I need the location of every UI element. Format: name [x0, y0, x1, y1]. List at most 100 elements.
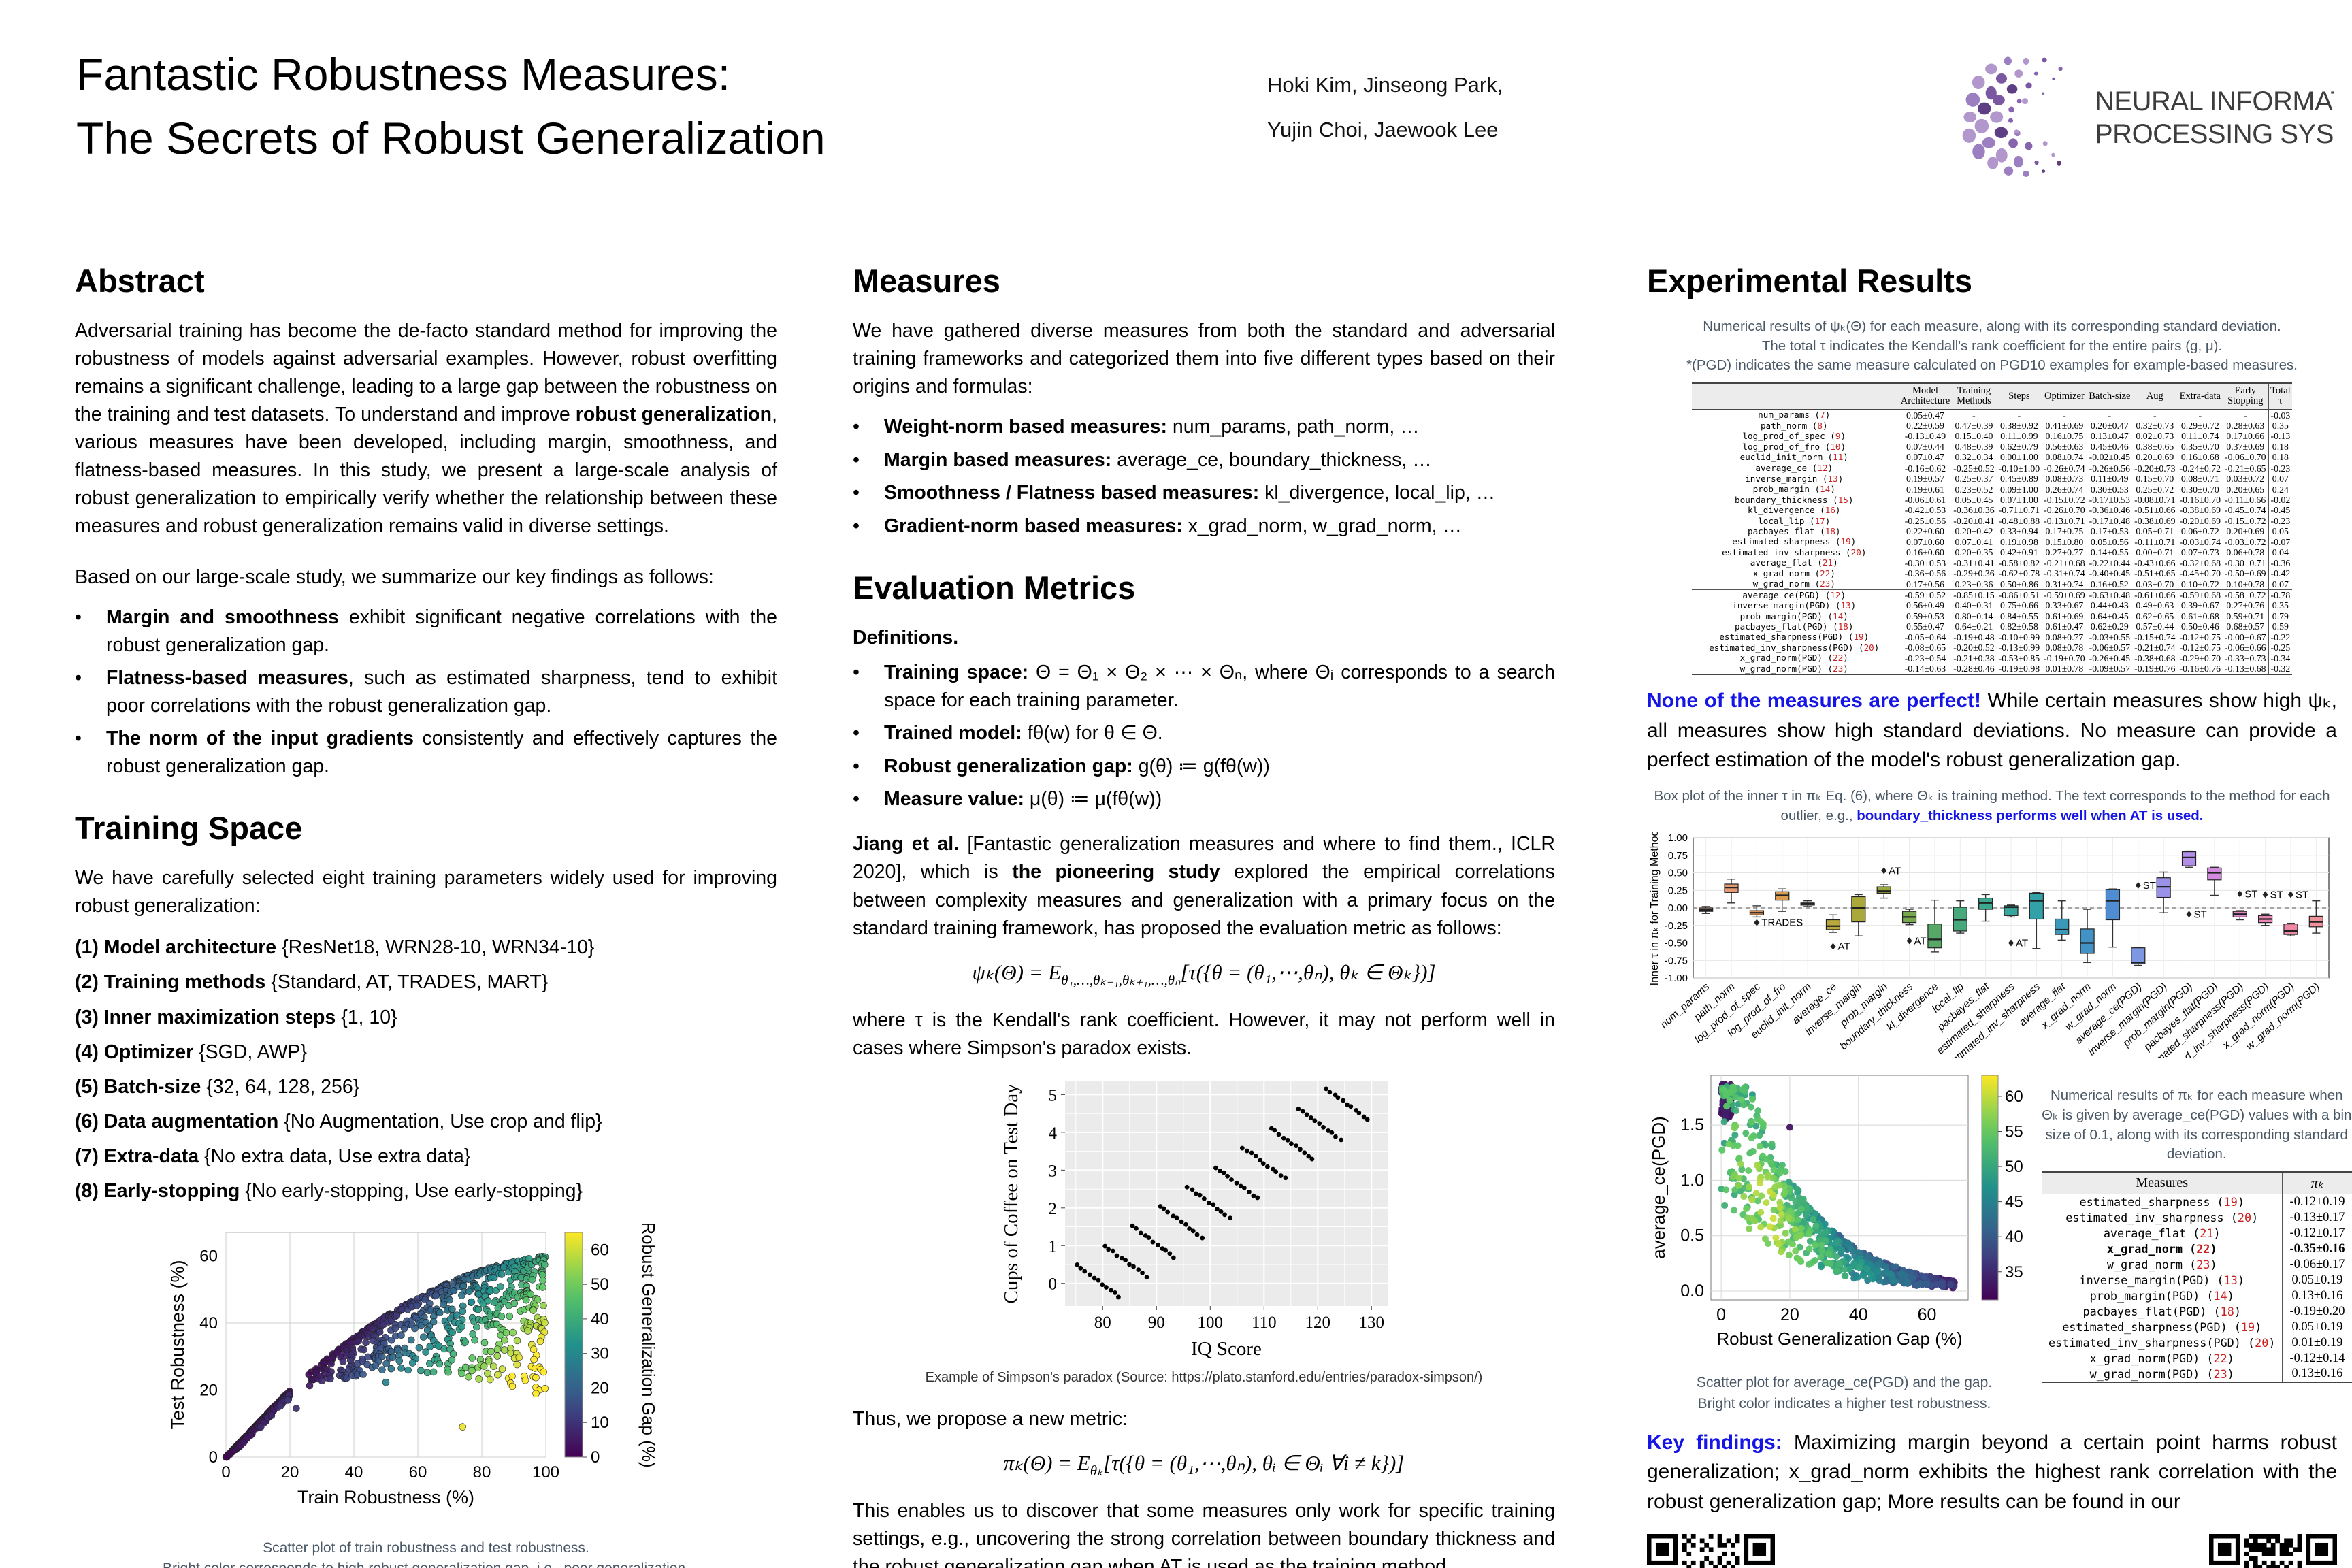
svg-text:0: 0 [221, 1463, 230, 1482]
svg-text:NEURAL INFORMATION: NEURAL INFORMATION [2095, 86, 2334, 116]
svg-text:45: 45 [2005, 1193, 2023, 1211]
svg-text:1.5: 1.5 [1680, 1116, 1704, 1135]
svg-text:130: 130 [1359, 1313, 1385, 1332]
finding-bullet: • Margin and smoothness exhibit significa… [75, 604, 777, 659]
svg-text:4: 4 [1049, 1124, 1058, 1142]
pi-table-row: inverse_margin(PGD) (13) 0.05±0.19 [2042, 1272, 2352, 1288]
svg-text:80: 80 [473, 1463, 491, 1482]
definition-bullet: • Robust generalization gap: g(θ) ≔ g(fθ(… [853, 753, 1555, 780]
bullet-icon: • [853, 722, 860, 745]
svg-text:AT: AT [1914, 936, 1927, 947]
svg-text:120: 120 [1305, 1313, 1331, 1332]
pi-table-row: estimated_sharpness (19) -0.12±0.19 [2042, 1194, 2352, 1211]
definitions-label: Definitions. [853, 627, 959, 649]
key-findings-paragraph: Key findings: Maximizing margin beyond a… [1647, 1431, 2337, 1513]
svg-text:30: 30 [591, 1344, 609, 1362]
measures-intro: We have gathered diverse measures from b… [853, 320, 1555, 398]
fig-train-test: 0 20 40 60 80 100 0 20 40 60 Train Robustness (%) T… [75, 1222, 777, 1568]
svg-text:60: 60 [199, 1247, 218, 1265]
inner-tau-boxplot: -1.00 -0.75 -0.50 -0.25 0.00 0.25 0.50 0.75 1.00… [1649, 830, 2330, 1090]
bullet-icon: • [75, 606, 82, 629]
svg-text:0.25: 0.25 [1668, 885, 1688, 897]
results-table-row: average_flat (21) -0.30±0.53 -0.31±0.41 -0.… [1692, 558, 2293, 569]
results-table-row: average_ce(PGD) (12) -0.59±0.52 -0.85±0.15… [1691, 589, 2293, 601]
svg-text:1: 1 [1049, 1237, 1058, 1256]
bullet-icon: • [853, 416, 860, 438]
svg-text:-1.00: -1.00 [1665, 973, 1688, 984]
results-table-row: prob_margin(PGD) (14) 0.59±0.53 0.80±0.14 0… [1692, 611, 2293, 622]
results-table-row: x_grad_norm(PGD) (22) -0.23±0.54 -0.21±0.3… [1692, 653, 2293, 664]
svg-text:Robust Generalization Gap (%): Robust Generalization Gap (%) [1716, 1328, 1962, 1349]
svg-text:20: 20 [1780, 1305, 1799, 1324]
fig-boxplot: -1.00 -0.75 -0.50 -0.25 0.00 0.25 0.50 0.75 1.00… [1647, 830, 2337, 1090]
svg-text:ST: ST [2143, 880, 2156, 892]
svg-text:60: 60 [409, 1463, 427, 1482]
pi-table-header: πₖ [2282, 1171, 2352, 1195]
svg-text:35: 35 [2005, 1263, 2023, 1281]
svg-text:PROCESSING SYSTEMS: PROCESSING SYSTEMS [2095, 119, 2334, 149]
fig-simpson: 80 90 100 110 120 130 0 1 2 3 4 5 IQ Score Cups of Co… [853, 1075, 1555, 1388]
training-parameter-item: (3) Inner maximization steps {1, 10} [75, 1006, 397, 1028]
avgce-gap-scatter-plot: 0 20 40 60 0.0 0.5 1.0 1.5 Robust Generalization… [1648, 1075, 2063, 1349]
svg-text:55: 55 [2005, 1123, 2023, 1141]
training-parameter-item: (8) Early-stopping {No early-stopping, U… [75, 1180, 583, 1203]
results-table-row: local_lip (17) -0.25±0.56 -0.20±0.41 -0.48±… [1692, 516, 2293, 527]
results-table-row: log_prod_of_fro (10) 0.07±0.44 0.48±0.39 0.… [1692, 442, 2293, 453]
psi-formula: ψₖ(Θ) = Eθ₁,…,θₖ₋₁,θₖ₊₁,…,θₙ[τ({θ = (θ₁,… [972, 960, 1436, 988]
results-table-row: euclid_init_norm (11) 0.07±0.47 0.32±0.34 0… [1692, 452, 2293, 463]
svg-text:Test Robustness (%): Test Robustness (%) [167, 1260, 188, 1429]
results-table: Model Architecture Training Methods Steps O… [1647, 382, 2337, 676]
pi-table-row: w_grad_norm(PGD) (23) 0.13±0.16 [2042, 1366, 2352, 1384]
page-title: Fantastic Robustness Measures: The Secre… [76, 42, 826, 170]
pi-table-row: estimated_sharpness(PGD) (19) 0.05±0.19 [2042, 1319, 2352, 1335]
svg-text:2: 2 [1049, 1199, 1058, 1218]
pi-table-row: w_grad_norm (23) -0.06±0.17 [2042, 1256, 2352, 1273]
svg-text:110: 110 [1252, 1313, 1277, 1332]
measure-type-bullet: • Smoothness / Flatness based measures: k… [853, 479, 1555, 506]
svg-text:50: 50 [2005, 1158, 2023, 1176]
results-table-row: estimated_sharpness(PGD) (19) -0.05±0.64-… [1692, 632, 2293, 643]
pi-table-row: average_flat (21) -0.12±0.17 [2042, 1226, 2352, 1241]
svg-text:ST: ST [2244, 889, 2257, 900]
pi-formula: πₖ(Θ) = Eθₖ[τ({θ = (θ₁,⋯,θₙ), θᵢ ∈ Θᵢ ∀i… [1003, 1450, 1405, 1479]
results-table-header: Model Architecture [1898, 382, 1952, 410]
pi-table-row: x_grad_norm(PGD) (22) -0.12±0.14 [2042, 1350, 2352, 1367]
fig-train-test-caption: Scatter plot of train robustness and tes… [163, 1539, 689, 1568]
bullet-icon: • [853, 662, 860, 684]
jiang-paragraph: Jiang et al. [Fantastic generalization m… [853, 833, 1555, 939]
bullet-icon: • [853, 755, 860, 777]
results-table-row: log_prod_of_spec (9) -0.13±0.49 0.15±0.40 0… [1692, 431, 2293, 442]
results-table-row: prob_margin (14) 0.19±0.61 0.23±0.52 0.09±1… [1692, 485, 2293, 495]
svg-text:50: 50 [591, 1275, 609, 1294]
results-table-row: estimated_sharpness (19) 0.07±0.60 0.07±0.… [1692, 537, 2293, 548]
pi-table-row: estimated_inv_sharpness(PGD) (20) 0.01±0.… [2042, 1335, 2352, 1351]
results-table-row: pacbayes_flat(PGD) (18) 0.55±0.47 0.64±0.2… [1692, 621, 2293, 632]
svg-text:-0.75: -0.75 [1665, 956, 1688, 967]
svg-text:0: 0 [1716, 1305, 1726, 1324]
svg-text:Cups of Coffee on Test Day: Cups of Coffee on Test Day [1000, 1083, 1022, 1304]
training-parameter-item: (7) Extra-data {No extra data, Use extra… [75, 1145, 471, 1168]
measure-type-bullet: • Gradient-norm based measures: x_grad_no… [853, 512, 1555, 540]
svg-text:40: 40 [345, 1463, 363, 1482]
svg-text:60: 60 [1918, 1305, 1937, 1324]
definition-bullet: • Measure value: μ(θ) ≔ μ(fθ(w)) [853, 785, 1555, 813]
simpson-paradox-plot: 80 90 100 110 120 130 0 1 2 3 4 5 IQ Score Cups of Co… [1000, 1081, 1388, 1360]
training-intro: We have carefully selected eight trainin… [75, 867, 777, 917]
paper-label: ← Paper [1775, 1560, 2209, 1568]
pi-table-block: Numerical results of πₖ for each measure… [2042, 1067, 2352, 1414]
svg-text:AT: AT [1889, 866, 1901, 877]
thus-line: Thus, we propose a new metric: [853, 1407, 1128, 1430]
abstract-paragraph: Adversarial training has become the de-f… [75, 320, 777, 538]
results-table-row: estimated_inv_sharpness(PGD) (20) -0.08±0… [1692, 642, 2293, 653]
title-line1: Fantastic Robustness Measures: [76, 49, 731, 99]
pi-table: Measures πₖ estimated_sharpness (19) -0.12±… [2042, 1171, 2352, 1384]
svg-text:100: 100 [1198, 1313, 1224, 1332]
svg-text:60: 60 [591, 1241, 609, 1259]
results-table-header: Early Stopping [2223, 382, 2268, 410]
svg-text:0.75: 0.75 [1668, 850, 1688, 862]
results-table-caption: Numerical results of ψₖ(Θ) for each meas… [1686, 318, 2298, 374]
column-abstract: Abstract Adversarial training has become… [75, 263, 777, 1568]
svg-text:IQ Score: IQ Score [1191, 1338, 1262, 1360]
bullet-icon: • [75, 667, 82, 689]
